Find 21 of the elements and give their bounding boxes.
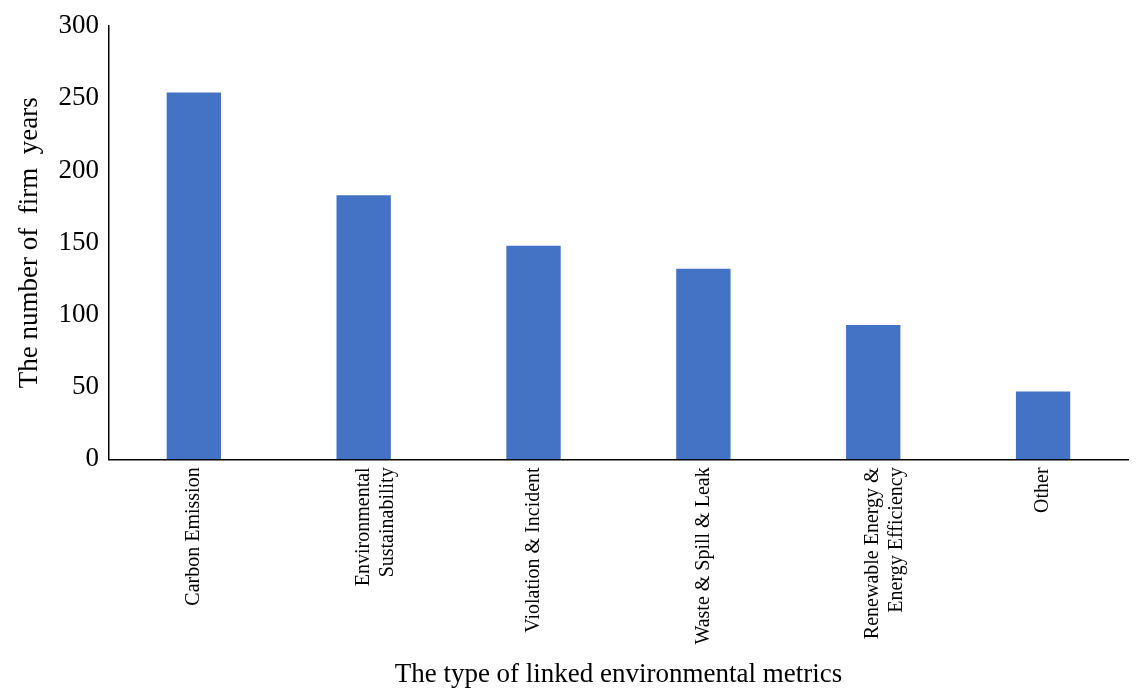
x-tick-label: Environmental Sustainability: [350, 466, 398, 587]
bar: [166, 92, 221, 460]
x-tick-label: Violation & Incident: [520, 466, 543, 633]
x-axis-title: The type of linked environmental metrics: [394, 657, 843, 688]
bar: [676, 268, 731, 460]
y-tick-label: 0: [85, 442, 99, 473]
y-tick-label: 300: [58, 9, 99, 40]
bar: [846, 325, 901, 460]
y-axis-title: The number of firm years: [13, 97, 44, 389]
bar: [506, 245, 561, 460]
y-tick-label: 200: [58, 153, 99, 184]
y-tick-label: 150: [58, 225, 99, 256]
y-tick-label: 100: [58, 298, 99, 329]
bar: [336, 195, 391, 460]
y-tick-label: 250: [58, 81, 99, 112]
bar: [1015, 391, 1071, 460]
x-tick-label: Other: [1030, 467, 1053, 513]
x-tick-label: Carbon Emission: [181, 467, 204, 606]
x-tick-label: Waste & Spill & Leak: [690, 467, 714, 645]
x-tick-label: Renewable Energy & Energy Efficiency: [860, 466, 908, 640]
y-tick-label: 50: [71, 370, 99, 401]
